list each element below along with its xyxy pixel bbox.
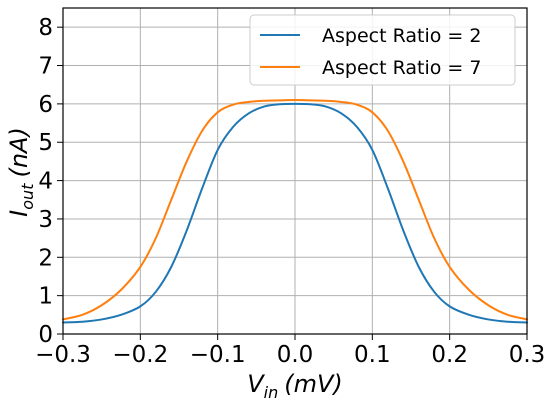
x-axis-ticks: −0.3 −0.2 −0.1 0.0 0.1 0.2 0.3: [35, 334, 545, 368]
y-axis-label-main: I: [5, 210, 33, 217]
y-tick-label: 6: [38, 92, 53, 118]
y-tick-label: 3: [38, 207, 53, 233]
x-tick-label: −0.2: [112, 342, 168, 368]
series-lines: [62, 99, 528, 324]
y-tick-label: 8: [38, 15, 53, 41]
x-tick-label: 0.1: [354, 342, 391, 368]
x-tick-label: 0.2: [431, 342, 468, 368]
x-axis-label-unit: (mV): [284, 370, 343, 398]
y-tick-label: 0: [38, 322, 53, 348]
legend-label-aspect-ratio-2: Aspect Ratio = 2: [322, 25, 481, 47]
legend: Aspect Ratio = 2 Aspect Ratio = 7: [249, 14, 516, 86]
series-line-aspect-ratio-2: [62, 102, 528, 324]
y-tick-label: 4: [38, 169, 53, 195]
x-axis-label-main: V: [247, 370, 265, 398]
x-axis-label: Vin (mV): [247, 370, 343, 400]
x-tick-label: 0.3: [509, 342, 546, 368]
series-line-aspect-ratio-7: [62, 99, 528, 321]
legend-label-aspect-ratio-7: Aspect Ratio = 7: [322, 57, 481, 79]
y-tick-label: 1: [38, 284, 53, 310]
x-tick-label: 0.0: [277, 342, 314, 368]
x-axis-label-subscript: in: [264, 383, 279, 400]
y-axis-label-subscript: out: [18, 183, 37, 210]
y-axis-label: Iout (nA): [5, 127, 37, 217]
x-tick-label: −0.3: [35, 342, 91, 368]
y-tick-label: 5: [38, 130, 53, 156]
legend-box: [249, 14, 516, 86]
y-axis-label-unit: (nA): [5, 127, 33, 177]
x-tick-label: −0.1: [190, 342, 246, 368]
y-tick-label: 7: [38, 54, 53, 80]
y-tick-label: 2: [38, 245, 53, 271]
y-axis-ticks: 0 1 2 3 4 5 6 7 8: [38, 15, 63, 348]
